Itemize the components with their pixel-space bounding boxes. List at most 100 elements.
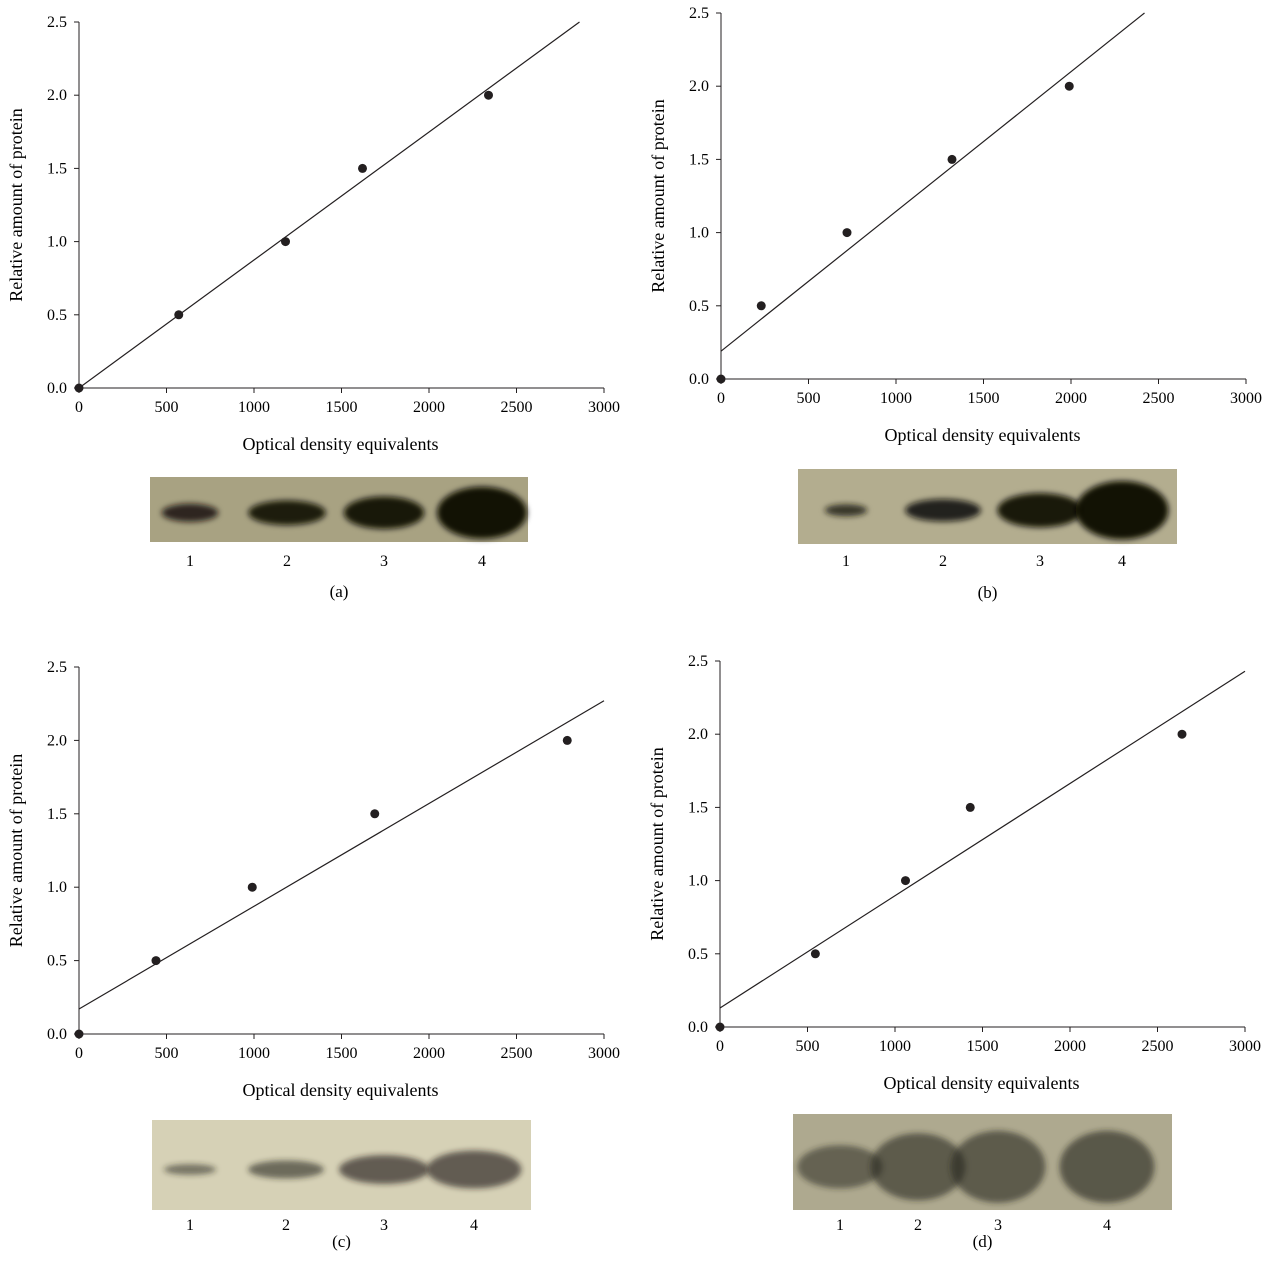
blot-band xyxy=(797,1145,883,1189)
lane-label: 1 xyxy=(836,1217,844,1234)
x-tick-label: 0 xyxy=(717,390,725,407)
y-tick-label: 2.5 xyxy=(47,659,67,676)
y-axis-title: Relative amount of protein xyxy=(648,99,668,292)
y-tick-label: 2.5 xyxy=(47,14,67,31)
y-tick-label: 1.5 xyxy=(688,799,708,816)
y-tick-label: 2.0 xyxy=(689,78,709,95)
lane-label: 4 xyxy=(470,1217,478,1234)
data-point xyxy=(370,809,380,819)
data-point xyxy=(1064,81,1074,91)
y-axis-title: Relative amount of protein xyxy=(6,108,26,301)
lane-label: 4 xyxy=(1103,1217,1111,1234)
blot-band xyxy=(1059,1130,1155,1203)
x-tick-label: 0 xyxy=(75,399,83,416)
x-tick-label: 1500 xyxy=(326,1045,358,1062)
lane-label: 4 xyxy=(1118,553,1126,570)
data-point xyxy=(247,882,257,892)
y-tick-label: 1.0 xyxy=(688,873,708,890)
data-point xyxy=(756,301,766,311)
blot-band xyxy=(870,1133,966,1201)
y-tick-label: 0.0 xyxy=(688,1019,708,1036)
x-tick-label: 3000 xyxy=(1229,1038,1261,1055)
data-point xyxy=(715,1022,725,1032)
data-point xyxy=(281,237,290,247)
y-tick-label: 2.0 xyxy=(47,87,67,104)
y-tick-label: 2.0 xyxy=(47,732,67,749)
blot-band xyxy=(437,486,527,539)
y-tick-label: 2.0 xyxy=(688,726,708,743)
data-point xyxy=(358,163,367,173)
x-tick-label: 2000 xyxy=(1055,390,1087,407)
chart-panel: 0 500 1000 1500 2000 2500 3000 0.0 0.5 1.0 1.5 2.0 2… xyxy=(6,659,620,1251)
blot-band xyxy=(426,1150,522,1189)
x-tick-label: 500 xyxy=(155,1045,179,1062)
chart-panel: 0 500 1000 1500 2000 2500 3000 0.0 0.5 1.0 1.5 2.0 2… xyxy=(647,653,1261,1251)
lane-label: 3 xyxy=(380,553,388,570)
lane-label: 2 xyxy=(939,553,947,570)
y-axis-title: Relative amount of protein xyxy=(647,747,667,940)
fit-line xyxy=(78,700,605,1010)
lane-label: 3 xyxy=(380,1217,388,1234)
x-tick-label: 3000 xyxy=(588,399,620,416)
panel-label: (c) xyxy=(332,1232,351,1251)
panel-label: (d) xyxy=(973,1232,993,1251)
blot-band xyxy=(248,500,326,526)
data-point xyxy=(842,228,852,238)
y-tick-label: 0.0 xyxy=(689,371,709,388)
y-tick-label: 0.5 xyxy=(47,953,67,970)
x-tick-label: 0 xyxy=(75,1045,83,1062)
x-tick-label: 1500 xyxy=(326,399,358,416)
x-axis-title: Optical density equivalents xyxy=(884,1073,1080,1093)
chart-panel: 0 500 1000 1500 2000 2500 3000 0.0 0.5 1.0 1.5 2.0 2… xyxy=(648,5,1262,602)
x-tick-label: 3000 xyxy=(1230,390,1262,407)
data-point xyxy=(151,956,161,966)
y-tick-label: 1.0 xyxy=(47,879,67,896)
lane-label: 2 xyxy=(282,1217,290,1234)
x-tick-label: 2000 xyxy=(413,399,445,416)
data-point xyxy=(174,310,184,320)
y-tick-label: 1.5 xyxy=(689,151,709,168)
x-tick-label: 500 xyxy=(155,399,179,416)
fit-line xyxy=(78,21,580,389)
blot-band xyxy=(338,1155,430,1184)
data-point xyxy=(1177,729,1187,739)
blot-band xyxy=(824,504,868,517)
blot-band xyxy=(950,1130,1046,1203)
x-tick-label: 1500 xyxy=(967,1038,999,1055)
lane-label: 1 xyxy=(186,553,194,570)
blot-band xyxy=(905,499,981,522)
lane-label: 4 xyxy=(478,553,486,570)
y-tick-label: 2.5 xyxy=(689,5,709,22)
x-tick-label: 1000 xyxy=(880,390,912,407)
lane-label: 1 xyxy=(186,1217,194,1234)
blot-band xyxy=(248,1160,324,1179)
chart-panel: 0 500 1000 1500 2000 2500 3000 0.0 0.5 1.0 1.5 2.0 2… xyxy=(6,14,620,601)
lane-label: 2 xyxy=(283,553,291,570)
panel-label: (b) xyxy=(978,583,998,602)
fit-line xyxy=(719,670,1246,1009)
x-tick-label: 1000 xyxy=(238,399,270,416)
x-axis-title: Optical density equivalents xyxy=(243,434,439,454)
data-point xyxy=(810,949,820,959)
x-tick-label: 2500 xyxy=(1142,1038,1174,1055)
fit-line xyxy=(720,12,1145,352)
y-tick-label: 0.0 xyxy=(47,380,67,397)
x-tick-label: 2500 xyxy=(1143,390,1175,407)
x-tick-label: 2000 xyxy=(413,1045,445,1062)
x-tick-label: 500 xyxy=(797,390,821,407)
data-point xyxy=(965,802,975,812)
x-axis-title: Optical density equivalents xyxy=(885,425,1081,445)
x-axis-title: Optical density equivalents xyxy=(243,1080,439,1100)
x-tick-label: 2500 xyxy=(501,1045,533,1062)
y-tick-label: 0.0 xyxy=(47,1026,67,1043)
y-tick-label: 0.5 xyxy=(47,307,67,324)
y-tick-label: 1.0 xyxy=(47,234,67,251)
y-tick-label: 1.0 xyxy=(689,225,709,242)
data-point xyxy=(716,374,726,384)
x-tick-label: 3000 xyxy=(588,1045,620,1062)
y-tick-label: 1.5 xyxy=(47,160,67,177)
x-tick-label: 500 xyxy=(796,1038,820,1055)
lane-label: 3 xyxy=(994,1217,1002,1234)
x-tick-label: 1000 xyxy=(238,1045,270,1062)
